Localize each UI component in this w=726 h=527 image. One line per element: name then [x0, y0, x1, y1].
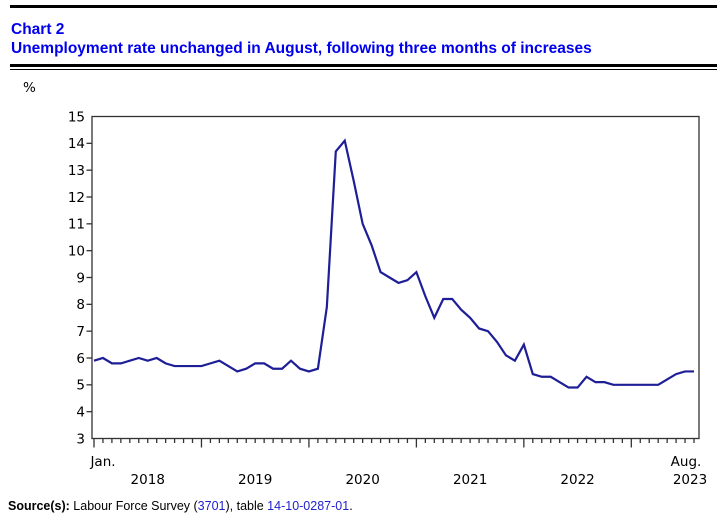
x-label-year: 2019 [238, 472, 272, 488]
x-label-year: 2021 [453, 472, 487, 488]
source-text: ), table [225, 499, 268, 513]
y-tick-label: 13 [68, 163, 85, 179]
source-label: Source(s): [8, 499, 70, 513]
y-tick-label: 4 [76, 404, 85, 420]
y-axis: 3 4 5 6 7 8 9 10 11 12 13 14 15 [68, 109, 92, 447]
unemployment-rate-line [93, 138, 694, 389]
source-text: Labour Force Survey ( [69, 499, 198, 513]
x-label-year: 2020 [345, 472, 379, 488]
survey-number-link[interactable]: 3701 [197, 499, 226, 513]
chart-title: Unemployment rate unchanged in August, f… [11, 40, 592, 57]
chart-number: Chart 2 [11, 21, 65, 38]
y-tick-label: 12 [68, 190, 85, 206]
y-axis-unit-label: % [23, 80, 36, 96]
y-tick-label: 8 [76, 297, 85, 313]
x-label-year: 2022 [560, 472, 594, 488]
x-label-year: 2023 [673, 472, 707, 488]
x-axis-labels: Jan. Aug. 2018 2019 2020 2021 2022 2023 [89, 454, 707, 488]
title-divider [10, 64, 717, 70]
y-tick-label: 11 [68, 217, 85, 233]
y-tick-label: 14 [68, 136, 85, 152]
x-label-year: 2018 [131, 472, 165, 488]
x-label-last-month: Aug. [671, 454, 702, 470]
source-text: . [349, 499, 353, 513]
y-tick-label: 3 [76, 431, 85, 447]
y-tick-label: 15 [68, 109, 85, 125]
y-tick-label: 6 [76, 351, 85, 367]
y-tick-label: 7 [76, 324, 85, 340]
y-tick-label: 10 [68, 243, 85, 259]
y-tick-label: 5 [76, 378, 85, 394]
x-label-first-month: Jan. [89, 454, 115, 470]
source-note: Source(s): Labour Force Survey (3701), t… [8, 499, 353, 513]
x-axis [93, 438, 695, 448]
plot-frame [91, 115, 700, 440]
table-number-link[interactable]: 14-10-0287-01 [267, 499, 350, 513]
y-tick-label: 9 [76, 270, 85, 286]
top-rule [10, 5, 717, 8]
